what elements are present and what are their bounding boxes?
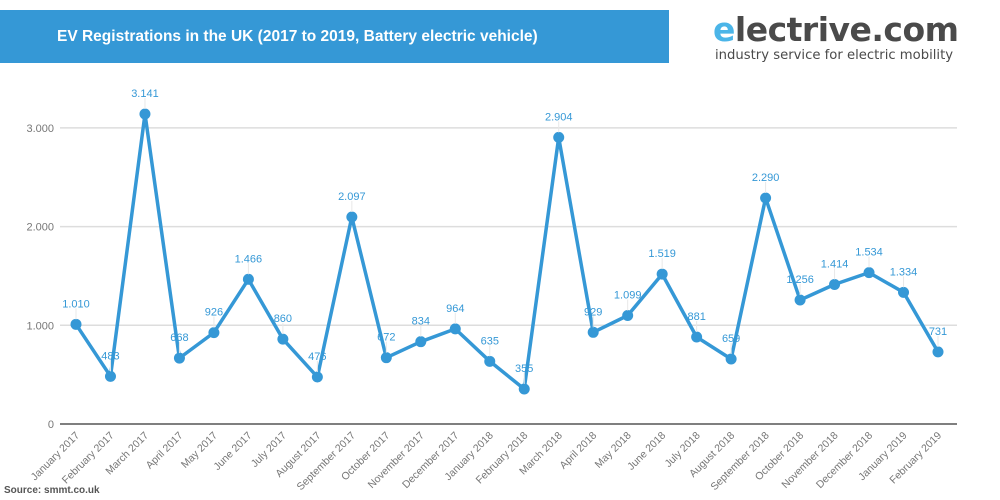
logo-rest: lectrive.com — [734, 10, 959, 49]
data-point — [587, 326, 599, 338]
y-tick-label: 2.000 — [26, 222, 54, 234]
data-label: 731 — [929, 326, 947, 338]
data-label: 834 — [412, 316, 430, 328]
data-point — [725, 353, 737, 365]
data-label: 881 — [687, 311, 705, 323]
data-point — [277, 333, 289, 345]
y-axis-ticks: 0 1.000 2.000 3.000 — [26, 123, 54, 431]
data-label: 1.466 — [235, 253, 263, 265]
logo-wordmark: electrive.com — [713, 12, 983, 48]
data-point — [622, 310, 634, 322]
x-tick-label: September 2017 — [295, 430, 358, 493]
data-point — [863, 267, 875, 279]
data-point — [518, 383, 530, 395]
data-label: 860 — [274, 313, 292, 325]
data-point — [104, 370, 116, 382]
logo-tagline: industry service for electric mobility — [715, 48, 954, 63]
x-tick-label: September 2018 — [708, 430, 771, 493]
data-point — [311, 371, 323, 383]
data-point — [829, 278, 841, 290]
data-label: 659 — [722, 333, 740, 345]
source-note: Source: smmt.co.uk — [4, 485, 100, 496]
chart-title: EV Registrations in the UK (2017 to 2019… — [57, 28, 538, 45]
data-labels: 1.010 483 3.141 668 926 1.466 860 476 2.097 672 83… — [62, 88, 947, 384]
data-point — [380, 352, 392, 364]
y-tick-label: 3.000 — [26, 123, 54, 135]
data-label: 1.519 — [648, 248, 676, 260]
data-point — [484, 355, 496, 367]
data-label: 672 — [377, 332, 395, 344]
x-tick-label: April 2017 — [144, 430, 186, 472]
data-point — [932, 346, 944, 358]
y-tick-label: 0 — [48, 419, 54, 431]
data-label: 1.534 — [855, 247, 883, 259]
data-label: 3.141 — [131, 88, 159, 100]
data-label: 1.099 — [614, 290, 642, 302]
x-tick-label: April 2018 — [557, 430, 599, 472]
data-label: 635 — [481, 335, 499, 347]
series-line-group — [70, 108, 944, 395]
data-label: 1.010 — [62, 298, 90, 310]
logo-first-letter: e — [713, 10, 735, 49]
y-tick-label: 1.000 — [26, 320, 54, 332]
data-label: 2.097 — [338, 191, 366, 203]
gridlines — [60, 127, 957, 327]
data-label: 2.290 — [752, 172, 780, 184]
data-label: 355 — [515, 363, 533, 375]
data-point — [242, 273, 254, 285]
data-point — [691, 331, 703, 343]
data-point — [898, 286, 910, 298]
electrive-logo: electrive.com industry service for elect… — [713, 12, 983, 64]
series-line — [74, 112, 940, 391]
data-point — [139, 108, 151, 120]
data-point — [70, 318, 82, 330]
data-label: 2.904 — [545, 111, 573, 123]
data-label: 476 — [308, 351, 326, 363]
data-point — [346, 211, 358, 223]
data-label: 1.334 — [890, 266, 918, 278]
data-label: 929 — [584, 306, 602, 318]
data-point — [794, 294, 806, 306]
data-point — [553, 131, 565, 143]
data-point — [449, 323, 461, 335]
data-label: 926 — [205, 307, 223, 319]
data-point — [208, 327, 220, 339]
data-point — [656, 268, 668, 280]
data-point — [760, 192, 772, 204]
data-point — [173, 352, 185, 364]
data-label: 1.256 — [786, 274, 814, 286]
data-label: 1.414 — [821, 258, 849, 270]
data-label: 483 — [101, 350, 119, 362]
title-banner: EV Registrations in the UK (2017 to 2019… — [0, 10, 669, 63]
data-label: 668 — [170, 332, 188, 344]
data-label: 964 — [446, 303, 464, 315]
data-point — [415, 336, 427, 348]
